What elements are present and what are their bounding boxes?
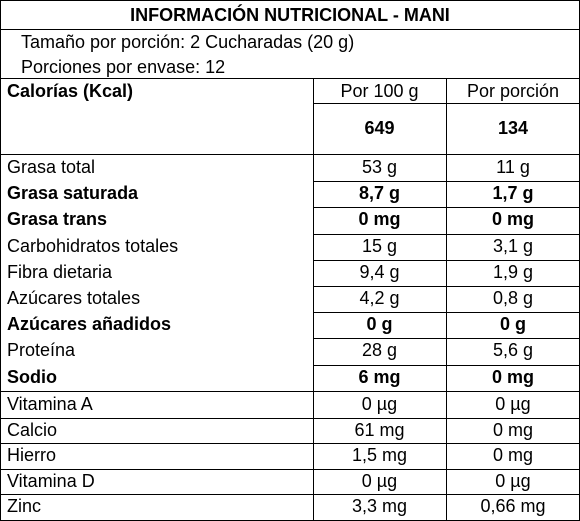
calories-per-100g: 649 (364, 118, 395, 138)
column-header-per-serving: Por porción (466, 81, 560, 101)
nutrient-value-per-serving: 0 g (499, 314, 526, 335)
divider-column-headers (314, 103, 579, 104)
nutrient-name: Carbohidratos totales (7, 235, 179, 256)
nutrient-name: Proteína (7, 340, 76, 361)
row-divider (314, 259, 579, 261)
nutrient-name: Grasa total (7, 157, 96, 177)
nutrient-name: Grasa saturada (7, 183, 139, 204)
nutrient-value-per-100g: 0 µg (361, 470, 398, 491)
nutrient-value-per-100g: 3,3 mg (351, 496, 408, 517)
nutrient-value-per-100g: 53 g (361, 157, 398, 177)
calories-label: Calorías (Kcal) (7, 81, 134, 101)
nutrient-name: Hierro (7, 445, 57, 466)
label-title: INFORMACIÓN NUTRICIONAL - MANI (1, 1, 579, 30)
nutrient-value-per-serving: 3,1 g (492, 235, 534, 256)
row-divider (314, 181, 579, 183)
nutrient-value-per-serving: 0 mg (492, 419, 534, 440)
nutrient-value-per-serving: 1,7 g (492, 183, 534, 204)
row-divider (314, 286, 579, 287)
nutrient-value-per-100g: 61 mg (354, 419, 405, 440)
nutrient-value-per-serving: 1,9 g (492, 261, 534, 282)
divider-header (1, 78, 579, 79)
nutrient-value-per-serving: 5,6 g (492, 340, 534, 361)
nutrient-value-per-100g: 8,7 g (358, 183, 401, 204)
row-divider (314, 233, 579, 235)
nutrient-value-per-serving: 0 mg (491, 209, 534, 230)
servings-per-container: Porciones por envase: 12 (21, 57, 226, 77)
nutrient-name: Sodio (7, 366, 57, 387)
divider-calories (1, 154, 579, 155)
serving-size: Tamaño por porción: 2 Cucharadas (20 g) (21, 32, 355, 52)
nutrient-name: Grasa trans (7, 209, 108, 230)
nutrient-value-per-serving: 0,8 g (492, 288, 534, 308)
column-divider-1 (313, 78, 314, 520)
nutrient-name: Azúcares totales (7, 288, 141, 308)
vitamin-row-divider (1, 494, 579, 496)
vitamin-row-divider (1, 443, 579, 445)
row-divider (314, 338, 579, 340)
row-divider (314, 364, 579, 366)
vitamin-row-divider (1, 468, 579, 470)
column-header-per-100g: Por 100 g (340, 81, 419, 101)
row-divider (314, 312, 579, 314)
nutrient-name: Azúcares añadidos (7, 314, 172, 335)
row-divider (314, 207, 579, 209)
nutrient-name: Calcio (7, 419, 58, 440)
nutrient-value-per-serving: 11 g (496, 157, 530, 177)
nutrient-value-per-serving: 0 µg (495, 470, 531, 491)
nutrient-value-per-100g: 15 g (361, 235, 398, 256)
nutrient-value-per-100g: 9,4 g (359, 261, 400, 282)
column-divider-2 (446, 78, 447, 520)
nutrient-value-per-serving: 0 mg (491, 366, 534, 387)
nutrient-value-per-100g: 6 mg (358, 366, 401, 387)
nutrient-value-per-serving: 0 µg (495, 394, 531, 414)
nutrient-name: Vitamina D (7, 470, 95, 491)
nutrient-value-per-serving: 0,66 mg (480, 496, 546, 517)
nutrient-name: Fibra dietaria (7, 261, 113, 282)
vitamin-row-divider (1, 417, 579, 419)
nutrient-value-per-100g: 4,2 g (359, 288, 400, 308)
nutrient-value-per-100g: 28 g (361, 340, 398, 361)
nutrient-value-per-100g: 0 µg (361, 394, 398, 414)
nutrient-name: Zinc (7, 496, 42, 517)
divider-vitamins (1, 391, 579, 392)
calories-per-serving: 134 (497, 118, 529, 138)
nutrient-name: Vitamina A (7, 394, 93, 414)
nutrient-value-per-100g: 0 g (366, 314, 393, 335)
nutrient-value-per-serving: 0 mg (492, 445, 534, 466)
nutrient-value-per-100g: 0 mg (358, 209, 401, 230)
nutrient-value-per-100g: 1,5 mg (351, 445, 408, 466)
